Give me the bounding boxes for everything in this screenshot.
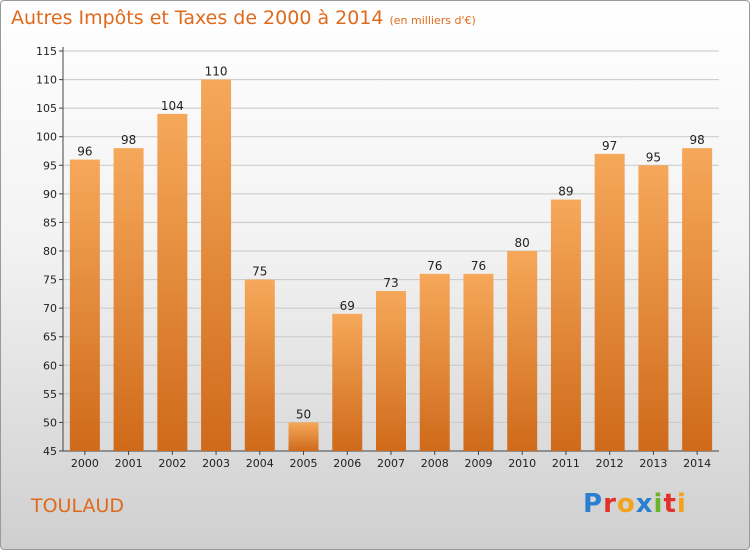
x-tick-label: 2000 [71, 457, 99, 470]
y-tick-label: 50 [43, 416, 57, 429]
bar [376, 291, 406, 451]
bar [638, 165, 669, 452]
logo-letter: i [653, 489, 664, 519]
proxiti-logo: Proxiti [583, 489, 687, 519]
y-tick-label: 105 [36, 102, 57, 115]
x-tick-label: 2003 [202, 457, 230, 470]
bar [113, 148, 144, 451]
logo-letter: r [603, 489, 617, 519]
data-label: 95 [646, 150, 661, 164]
x-tick-label: 2008 [421, 457, 449, 470]
bar [157, 113, 188, 451]
chart-title-text: Autres Impôts et Taxes de 2000 à 2014 [11, 7, 384, 29]
x-tick-label: 2014 [683, 457, 711, 470]
data-label: 97 [602, 139, 617, 153]
bar [332, 313, 363, 451]
y-tick-label: 60 [43, 359, 57, 372]
y-tick-label: 95 [43, 159, 57, 172]
data-label: 96 [77, 145, 92, 159]
bar [463, 273, 494, 451]
data-label: 89 [558, 185, 573, 199]
bar [419, 273, 450, 451]
data-label: 69 [340, 299, 355, 313]
bar [682, 148, 713, 451]
data-label: 98 [121, 133, 136, 147]
y-tick-label: 45 [43, 445, 57, 458]
y-tick-label: 85 [43, 216, 57, 229]
bar [244, 279, 275, 451]
bar [201, 79, 232, 452]
x-tick-label: 2006 [333, 457, 361, 470]
logo-letter: t [663, 489, 677, 519]
chart-title: Autres Impôts et Taxes de 2000 à 2014 (en… [11, 7, 476, 29]
x-tick-label: 2002 [158, 457, 186, 470]
data-label: 73 [383, 276, 398, 290]
y-tick-label: 55 [43, 388, 57, 401]
x-tick-label: 2010 [508, 457, 536, 470]
data-label: 104 [161, 99, 184, 113]
data-label: 110 [205, 65, 228, 79]
data-label: 76 [427, 259, 442, 273]
logo-letter: i [676, 489, 687, 519]
bar [288, 422, 319, 451]
x-tick-label: 2013 [639, 457, 667, 470]
logo-letter: P [583, 489, 604, 519]
logo-letter: x [635, 489, 654, 519]
labels: 45 50 55 60 65 70 75 80 85 90 95 100 105 110 115 96 2000… [36, 45, 711, 470]
data-label: 50 [296, 407, 311, 421]
chart-subtitle: (en milliers d'€) [389, 14, 476, 27]
bar [69, 159, 100, 452]
x-tick-label: 2005 [290, 457, 318, 470]
y-tick-label: 90 [43, 188, 57, 201]
logo-letter: o [616, 489, 636, 519]
y-tick-label: 110 [36, 74, 57, 87]
data-label: 75 [252, 265, 267, 279]
y-tick-label: 115 [36, 45, 57, 58]
y-tick-label: 65 [43, 331, 57, 344]
x-tick-label: 2001 [115, 457, 143, 470]
bar [507, 251, 538, 451]
x-tick-label: 2009 [464, 457, 492, 470]
place-name: TOULAUD [31, 495, 125, 517]
y-tick-label: 70 [43, 302, 57, 315]
bars [69, 79, 713, 452]
x-tick-label: 2004 [246, 457, 274, 470]
y-tick-label: 100 [36, 131, 57, 144]
x-tick-label: 2012 [596, 457, 624, 470]
data-label: 80 [515, 236, 530, 250]
y-tick-label: 80 [43, 245, 57, 258]
data-label: 76 [471, 259, 486, 273]
y-tick-label: 75 [43, 274, 57, 287]
data-label: 98 [689, 133, 704, 147]
x-tick-label: 2007 [377, 457, 405, 470]
bar [594, 153, 625, 451]
x-tick-label: 2011 [552, 457, 580, 470]
bar [550, 199, 581, 451]
